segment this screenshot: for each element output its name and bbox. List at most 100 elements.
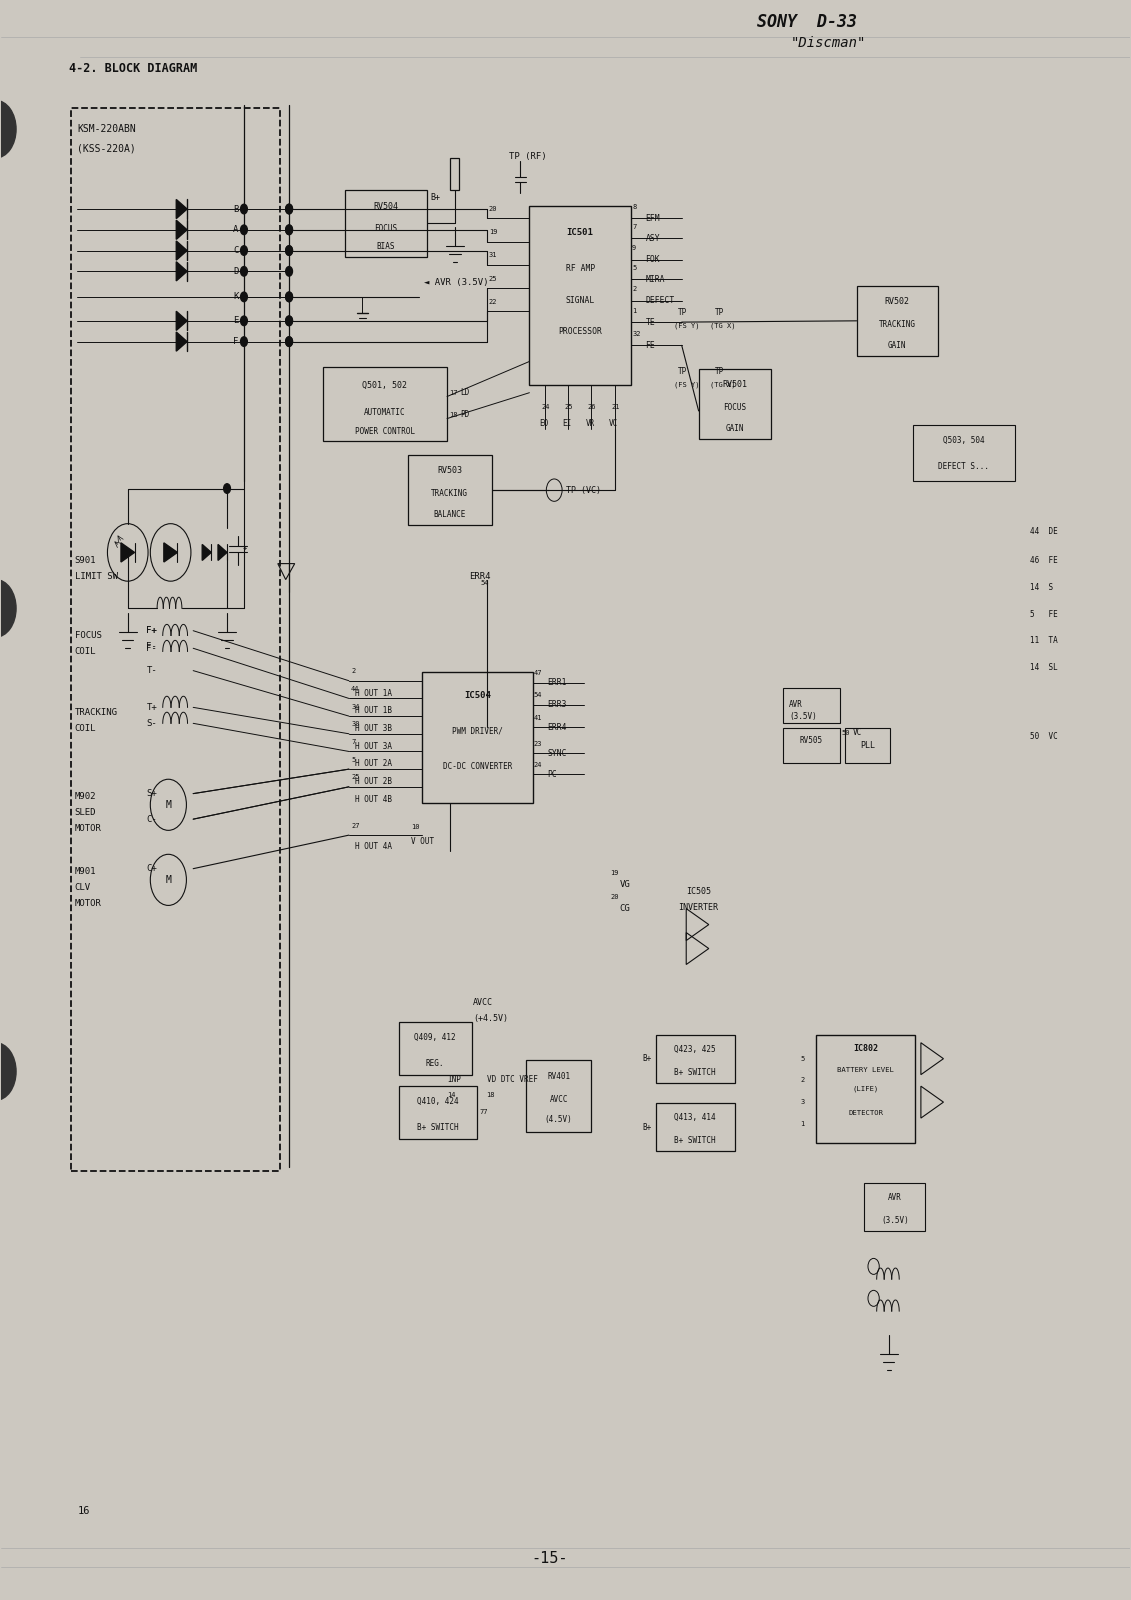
Text: E: E	[233, 317, 239, 325]
Polygon shape	[121, 542, 135, 562]
Text: (3.5V): (3.5V)	[881, 1216, 909, 1226]
Text: IC802: IC802	[853, 1045, 878, 1053]
Text: ERR3: ERR3	[547, 701, 567, 709]
Text: SLED: SLED	[75, 808, 96, 818]
Text: 2: 2	[632, 286, 637, 293]
Text: "Discman": "Discman"	[792, 35, 866, 50]
Circle shape	[286, 246, 293, 256]
Text: (KSS-220A): (KSS-220A)	[77, 144, 136, 154]
Text: 5: 5	[801, 1056, 804, 1062]
Circle shape	[241, 338, 248, 346]
Text: 30: 30	[351, 722, 360, 726]
Circle shape	[286, 338, 293, 346]
Text: FOCUS: FOCUS	[75, 630, 102, 640]
Text: M902: M902	[75, 792, 96, 802]
Circle shape	[0, 101, 16, 158]
Text: EO: EO	[539, 419, 549, 427]
Bar	[656, 1035, 735, 1083]
Circle shape	[286, 293, 293, 302]
Text: 31: 31	[489, 253, 498, 258]
Text: F-: F-	[146, 642, 157, 651]
Text: BATTERY LEVEL: BATTERY LEVEL	[837, 1067, 893, 1072]
Text: ERR4: ERR4	[547, 723, 567, 731]
Text: TP (VC): TP (VC)	[566, 486, 601, 494]
Bar	[913, 424, 1015, 480]
Text: 24: 24	[534, 762, 543, 768]
Text: 25: 25	[351, 774, 360, 781]
Text: TP (RF): TP (RF)	[509, 152, 546, 162]
Bar	[323, 366, 447, 440]
Circle shape	[241, 226, 248, 235]
Text: V OUT: V OUT	[411, 837, 434, 846]
Bar	[699, 368, 771, 438]
Text: 11  TA: 11 TA	[1030, 635, 1059, 645]
Text: 7: 7	[632, 224, 637, 230]
Circle shape	[286, 338, 293, 346]
Text: TE: TE	[646, 318, 655, 326]
Text: INVERTER: INVERTER	[679, 902, 718, 912]
Circle shape	[286, 226, 293, 235]
Text: B+: B+	[642, 1054, 651, 1064]
Text: S-: S-	[146, 718, 157, 728]
Text: FOK: FOK	[646, 254, 661, 264]
Text: ASY: ASY	[646, 234, 661, 243]
Text: 27: 27	[351, 822, 360, 829]
Text: H OUT 4A: H OUT 4A	[354, 842, 391, 851]
Text: 18: 18	[486, 1093, 495, 1099]
Text: TRACKING: TRACKING	[75, 707, 118, 717]
Text: 1: 1	[632, 307, 637, 314]
Text: EFM: EFM	[646, 214, 661, 222]
Text: 34: 34	[351, 704, 360, 709]
Circle shape	[241, 267, 248, 277]
Text: 3: 3	[801, 1099, 804, 1106]
Text: DEFECT: DEFECT	[646, 296, 675, 306]
Polygon shape	[218, 544, 227, 560]
Text: FOCUS: FOCUS	[723, 403, 746, 411]
Text: 24: 24	[542, 405, 550, 410]
Bar	[864, 1184, 925, 1232]
Text: RV501: RV501	[723, 379, 748, 389]
Text: DC-DC CONVERTER: DC-DC CONVERTER	[443, 762, 512, 771]
Text: (4.5V): (4.5V)	[545, 1115, 572, 1123]
Text: (FS Y): (FS Y)	[674, 322, 699, 330]
Text: 10: 10	[411, 824, 420, 830]
Text: PWM DRIVER/: PWM DRIVER/	[452, 726, 503, 736]
Circle shape	[241, 293, 248, 302]
Text: FOCUS: FOCUS	[374, 224, 398, 234]
Text: H OUT 1A: H OUT 1A	[354, 688, 391, 698]
Text: 25: 25	[564, 405, 573, 410]
Text: PROCESSOR: PROCESSOR	[559, 326, 602, 336]
Circle shape	[286, 317, 293, 326]
Text: TRACKING: TRACKING	[879, 320, 916, 330]
Text: F: F	[233, 338, 239, 346]
Text: Q423, 425: Q423, 425	[674, 1045, 716, 1054]
Polygon shape	[176, 242, 187, 261]
Text: LD: LD	[460, 389, 469, 397]
Bar	[526, 1061, 592, 1133]
Text: IC504: IC504	[464, 691, 491, 701]
Text: Q409, 412: Q409, 412	[414, 1034, 456, 1042]
Text: 2: 2	[801, 1077, 804, 1083]
Bar	[398, 1022, 472, 1075]
Text: LIMIT SW: LIMIT SW	[75, 571, 118, 581]
Text: 5: 5	[632, 266, 637, 270]
Text: RV401: RV401	[547, 1072, 570, 1080]
Text: B+ SWITCH: B+ SWITCH	[417, 1123, 459, 1131]
Text: IC501: IC501	[567, 229, 594, 237]
Text: VG: VG	[620, 880, 630, 890]
Text: 8: 8	[632, 205, 637, 210]
Circle shape	[0, 579, 16, 637]
Text: 54: 54	[481, 579, 490, 586]
Text: B+: B+	[642, 1123, 651, 1131]
Text: 18: 18	[449, 411, 458, 418]
Bar	[450, 158, 459, 190]
Text: DEFECT S...: DEFECT S...	[939, 462, 990, 470]
Text: IC505: IC505	[687, 886, 711, 896]
Text: 20: 20	[489, 206, 498, 211]
Polygon shape	[176, 333, 187, 350]
Text: H OUT 4B: H OUT 4B	[354, 795, 391, 803]
Text: -15-: -15-	[532, 1550, 568, 1566]
Text: (TG X): (TG X)	[710, 381, 735, 387]
Text: TRACKING: TRACKING	[431, 490, 468, 498]
Circle shape	[286, 226, 293, 235]
